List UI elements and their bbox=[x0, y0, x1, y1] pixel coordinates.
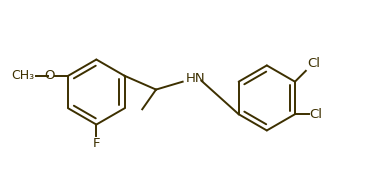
Text: CH₃: CH₃ bbox=[12, 69, 35, 82]
Text: O: O bbox=[45, 69, 55, 82]
Text: HN: HN bbox=[186, 72, 205, 85]
Text: Cl: Cl bbox=[310, 108, 323, 121]
Text: F: F bbox=[93, 137, 100, 150]
Text: Cl: Cl bbox=[307, 57, 320, 70]
